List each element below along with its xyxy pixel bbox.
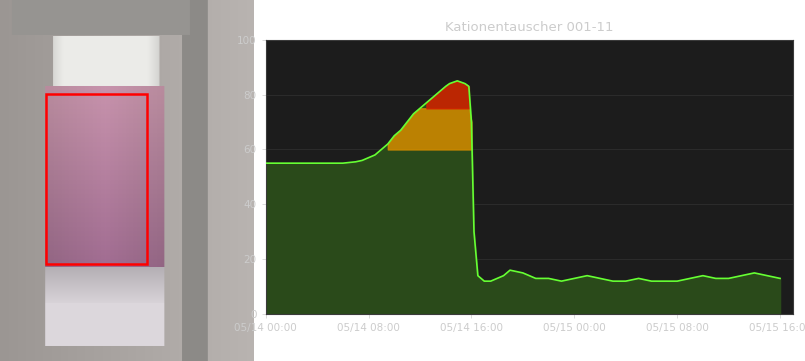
Bar	[46, 94, 147, 264]
Title: Kationentauscher 001-11: Kationentauscher 001-11	[445, 21, 613, 34]
